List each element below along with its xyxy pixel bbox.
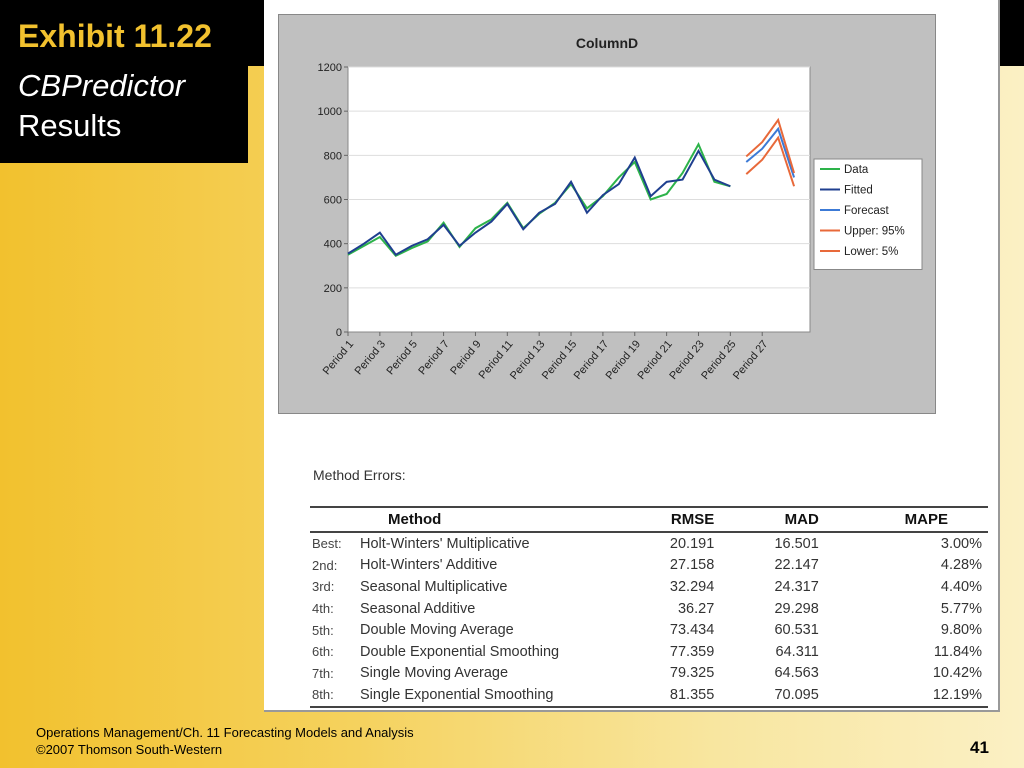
mape-cell: 3.00%	[940, 535, 982, 552]
mape-cell: 10.42%	[932, 665, 982, 682]
method-cell: Double Moving Average	[360, 622, 514, 639]
slide-subtitle-line2: Results	[18, 108, 122, 143]
rank-cell: 3rd:	[312, 579, 335, 595]
rmse-cell: 77.359	[669, 643, 715, 660]
page-number: 41	[970, 738, 989, 757]
rmse-cell: 20.191	[669, 535, 715, 552]
rmse-cell: 73.434	[669, 622, 715, 639]
mape-cell: 4.28%	[940, 557, 982, 574]
y-tick-label: 600	[324, 195, 342, 207]
rmse-header: RMSE	[641, 506, 735, 533]
rmse-cell: 32.294	[669, 578, 715, 595]
footer: Operations Management/Ch. 11 Forecasting…	[36, 724, 414, 758]
y-tick-label: 1000	[318, 106, 342, 118]
rank-cell: 5th:	[312, 622, 334, 638]
x-tick-label: Period 1	[321, 338, 357, 377]
table-row: 2nd: Holt-Winters' Additive 27.158 22.147 4.…	[310, 555, 988, 577]
rmse-cell: 27.158	[669, 557, 715, 574]
slide-subtitle-line1: CBPredictor	[18, 68, 186, 103]
x-tick-label: Period 3	[353, 338, 389, 377]
rmse-cell: 81.355	[641, 684, 735, 708]
rank-cell: 8th:	[310, 684, 358, 708]
series-line-lower-5	[745, 135, 796, 187]
exhibit-number: Exhibit 11.22	[18, 18, 212, 54]
table-row: 7th: Single Moving Average 79.325 64.563 10.…	[310, 663, 988, 685]
table-row: Best: Holt-Winters' Multiplicative 20.191 1…	[310, 532, 988, 555]
table-header-row: Method RMSE MAD MAPE	[310, 506, 988, 533]
footer-course: Operations Management/Ch. 11 Forecasting…	[36, 725, 414, 740]
y-tick-label: 200	[324, 283, 342, 295]
y-tick-label: 400	[324, 239, 342, 251]
table-row: 5th: Double Moving Average 73.434 60.531 9.8…	[310, 619, 988, 641]
y-tick-label: 1200	[318, 62, 342, 74]
mad-cell: 64.563	[774, 665, 819, 682]
method-cell: Holt-Winters' Additive	[360, 557, 498, 574]
method-cell: Double Exponential Smoothing	[360, 643, 560, 660]
table-row: 4th: Seasonal Additive 36.27 29.298 5.77%	[310, 598, 988, 620]
method-cell: Seasonal Multiplicative	[360, 578, 508, 595]
mape-cell: 5.77%	[940, 600, 982, 617]
mad-cell: 70.095	[734, 684, 869, 708]
mad-cell: 64.311	[775, 643, 819, 660]
method-errors-table: Method RMSE MAD MAPE Best: Holt-Winters' …	[310, 506, 988, 708]
rank-cell: 7th:	[312, 665, 334, 681]
table-row: 6th: Double Exponential Smoothing 77.359 64…	[310, 641, 988, 663]
legend-entry: Data	[844, 164, 869, 176]
y-tick-label: 0	[336, 327, 342, 339]
mad-cell: 29.298	[774, 600, 819, 617]
mad-cell: 24.317	[774, 578, 819, 595]
footer-copyright: ©2007 Thomson South-Western	[36, 742, 223, 757]
legend-entry: Forecast	[844, 205, 890, 217]
mape-cell: 4.40%	[940, 578, 982, 595]
legend-entry: Upper: 95%	[844, 226, 905, 238]
series-line-forecast	[745, 126, 796, 178]
method-cell: Single Exponential Smoothing	[358, 684, 642, 708]
rank-cell: 4th:	[312, 601, 334, 617]
mape-cell: 12.19%	[868, 684, 988, 708]
legend-entry: Fitted	[844, 185, 873, 197]
rmse-cell: 79.325	[669, 665, 715, 682]
rank-cell: 6th:	[312, 644, 334, 660]
rank-cell: 2nd:	[312, 557, 338, 573]
mad-cell: 16.501	[774, 535, 819, 552]
method-errors-label: Method Errors:	[313, 467, 406, 483]
series-line-fitted	[347, 148, 731, 257]
series-line-upper-95	[745, 117, 796, 174]
x-tick-label: Period 7	[416, 338, 452, 377]
method-cell: Seasonal Additive	[360, 600, 476, 617]
mad-cell: 60.531	[774, 622, 819, 639]
x-tick-label: Period 5	[384, 338, 420, 377]
table-row: 3rd: Seasonal Multiplicative 32.294 24.317 4…	[310, 576, 988, 598]
table-row: 8th: Single Exponential Smoothing 81.355 70…	[310, 684, 988, 708]
rmse-cell: 36.27	[677, 600, 715, 617]
mape-cell: 11.84%	[933, 643, 982, 660]
title-box: Exhibit 11.22 CBPredictor Results	[0, 0, 248, 163]
chart-title: ColumnD	[575, 35, 639, 51]
mad-cell: 22.147	[774, 557, 819, 574]
legend-entry: Lower: 5%	[844, 246, 898, 258]
method-cell: Single Moving Average	[360, 665, 509, 682]
rank-cell: Best:	[312, 536, 342, 552]
rank-header	[310, 506, 358, 533]
mad-header: MAD	[734, 506, 869, 533]
method-cell: Holt-Winters' Multiplicative	[360, 535, 530, 552]
y-tick-label: 800	[324, 150, 342, 162]
method-header: Method	[358, 506, 642, 533]
mape-header: MAPE	[868, 506, 988, 533]
mape-cell: 9.80%	[940, 622, 982, 639]
